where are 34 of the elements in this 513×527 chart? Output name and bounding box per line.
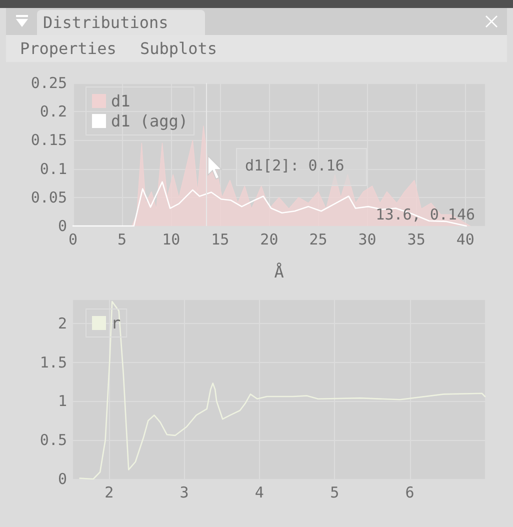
x-tick-label: 3 [180,484,189,502]
text: Properties [20,39,116,58]
legend-label: r [111,314,121,332]
x-axis-title: Å [274,262,284,282]
x-tick-label: 35 [407,230,426,248]
y-tick-label: 0.2 [40,102,67,121]
x-tick-label: 30 [358,230,376,248]
y-tick-label: 0 [58,470,67,488]
y-tick-label: 1 [58,392,67,410]
x-tick-label: 2 [104,484,114,502]
y-tick-label: 1.5 [40,353,67,372]
x-tick-label: 40 [456,230,474,248]
annotation: 13.6, 0.146 [376,206,476,224]
x-tick-label: 4 [254,484,264,502]
x-tick-label: 20 [260,230,278,248]
text: Subplots [140,39,218,58]
y-tick-label: 0 [58,217,67,235]
y-tick-label: 2 [58,314,67,332]
y-tick-label: 0.5 [40,431,67,450]
x-tick-label: 25 [309,230,328,248]
x-tick-label: 5 [118,230,127,248]
y-tick-label: 0.15 [30,131,67,150]
x-tick-label: 6 [405,484,414,502]
legend-label: d1 (agg) [111,112,188,130]
x-tick-label: 10 [162,230,180,248]
x-tick-label: 15 [211,230,230,248]
y-tick-label: 0.05 [30,188,67,206]
annotation: d1[2]: 0.16 [245,156,344,174]
line-series [79,300,486,480]
y-tick-label: 0.25 [30,74,67,92]
y-tick-label: 0.1 [40,160,67,178]
chart-title: Distributions [37,10,205,35]
x-tick-label: 5 [330,484,340,502]
legend-label: d1 [111,92,130,110]
